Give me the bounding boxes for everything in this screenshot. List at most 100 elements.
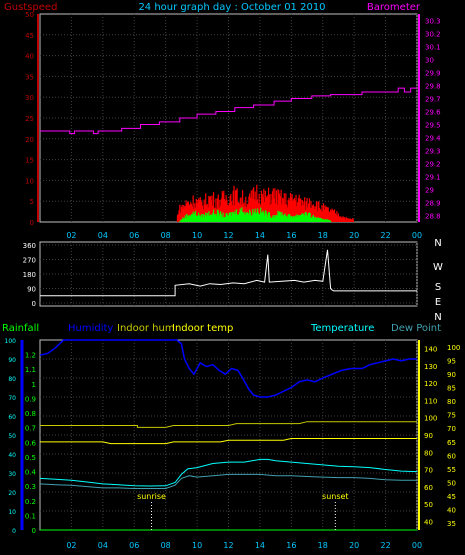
x-tick-label: 00 [412, 231, 422, 240]
series-barometer [40, 87, 417, 135]
indoor-temp-tick-label: 110 [424, 397, 437, 405]
humidity-tick-label: 100 [5, 338, 17, 345]
panel-gust-barometer: Gustspeed 24 hour graph day : October 01… [4, 2, 441, 240]
sun-marker-label: sunset [322, 492, 349, 501]
humidity-tick-label: 30 [8, 471, 16, 478]
plot-area-top [39, 13, 418, 223]
temperature-tick-label: 90 [447, 371, 456, 379]
series-dew-point [39, 473, 417, 489]
indoor-temp-tick-label: 40 [424, 518, 433, 526]
compass-label: N [434, 238, 441, 249]
temperature-tick-label: 55 [447, 466, 456, 474]
barometer-tick-label: 29.7 [425, 96, 441, 104]
barometer-tick-label: 29.5 [425, 122, 441, 130]
barometer-tick-label: 30 [425, 57, 434, 65]
x-tick-label: 16 [286, 231, 296, 240]
gust-tick-label: 10 [25, 177, 34, 185]
x-tick-label: 04 [98, 231, 108, 240]
gust-tick-label: 25 [25, 115, 34, 123]
x-tick-label: 06 [129, 231, 139, 240]
barometer-tick-label: 30.2 [425, 31, 441, 39]
legend-item: Indoor hum [117, 323, 175, 334]
x-tick-label: 20 [349, 231, 359, 240]
compass-label: E [435, 297, 441, 308]
x-tick-label: 22 [380, 231, 390, 240]
temperature-tick-label: 80 [447, 398, 456, 406]
humidity-tick-label: 0 [12, 528, 16, 535]
barometer-tick-label: 29.2 [425, 161, 441, 169]
gust-axis-ticks: 0 5 10 15 20 25 30 35 40 45 50 [25, 11, 34, 227]
legend-item: Dew Point [391, 323, 441, 334]
humidity-tick-label: 80 [8, 376, 16, 383]
indoor-temp-tick-label: 80 [424, 449, 433, 457]
rainfall-tick-label: 0 [32, 527, 36, 535]
x-tick-label: 02 [66, 541, 76, 550]
temperature-tick-label: 95 [447, 357, 456, 365]
gust-tick-label: 0 [30, 219, 34, 227]
compass-label: W [433, 262, 443, 273]
series-wind [40, 249, 417, 297]
wind-tick-label: 360 [23, 242, 36, 250]
rainfall-tick-label: 1 [32, 381, 36, 389]
barometer-axis-ticks: 28.8 28.9 29 29.1 29.2 29.3 29.4 29.5 29.6 29.7 29… [425, 18, 441, 221]
humidity-tick-label: 60 [8, 414, 16, 421]
rainfall-tick-label: 0.5 [25, 454, 36, 462]
legend-barometer: Barometer [367, 2, 421, 13]
x-tick-label: 14 [255, 231, 265, 240]
humidity-tick-label: 50 [8, 433, 16, 440]
wind-tick-label: 0 [32, 300, 36, 308]
chart-title: 24 hour graph day : October 01 2010 [138, 2, 325, 13]
x-tick-label: 08 [161, 231, 171, 240]
gust-tick-label: 20 [25, 136, 34, 144]
x-tick-label: 04 [98, 541, 108, 550]
barometer-tick-label: 30.3 [425, 18, 441, 26]
series-indoor-hum [40, 421, 417, 428]
x-tick-label: 12 [223, 231, 233, 240]
x-tick-label: 02 [66, 231, 76, 240]
barometer-tick-label: 29.3 [425, 148, 441, 156]
temperature-tick-label: 40 [447, 507, 456, 515]
indoor-temp-tick-label: 100 [424, 415, 437, 423]
humidity-tick-label: 40 [8, 452, 16, 459]
gust-tick-label: 35 [25, 73, 34, 81]
series-indoor-temp [40, 438, 417, 445]
temperature-tick-label: 75 [447, 412, 456, 420]
legend-item: Rainfall [2, 323, 39, 334]
temperature-tick-label: 60 [447, 452, 456, 460]
x-axis-ticks-bottom: 02 04 06 08 10 12 14 16 18 20 22 00 [66, 541, 422, 550]
gust-tick-label: 5 [30, 198, 34, 206]
sun-marker-label: sunrise [137, 492, 166, 501]
x-tick-label: 12 [223, 541, 233, 550]
x-axis-ticks-top: 02 04 06 08 10 12 14 16 18 20 22 00 [66, 231, 422, 240]
indoor-temp-tick-label: 120 [424, 380, 437, 388]
barometer-tick-label: 29.8 [425, 83, 441, 91]
sun-annotations: sunrise sunset [137, 492, 349, 530]
barometer-tick-label: 29 [425, 187, 434, 195]
temperature-tick-label: 65 [447, 439, 456, 447]
rainfall-tick-label: 0.3 [25, 483, 36, 491]
gust-tick-label: 15 [25, 157, 34, 165]
gust-tick-label: 50 [25, 11, 34, 19]
x-tick-label: 06 [129, 541, 139, 550]
rainfall-tick-label: 0.8 [25, 410, 36, 418]
humidity-tick-label: 10 [8, 509, 16, 516]
x-tick-label: 20 [349, 541, 359, 550]
barometer-tick-label: 29.6 [425, 109, 441, 117]
gust-tick-label: 40 [25, 53, 34, 61]
wind-axis-ticks: 0 90 180 270 360 [23, 242, 36, 308]
x-tick-label: 16 [286, 541, 296, 550]
series-wind-direction [40, 249, 417, 297]
wind-tick-label: 180 [23, 271, 36, 279]
temperature-tick-label: 50 [447, 480, 456, 488]
x-tick-label: 10 [192, 541, 202, 550]
rainfall-tick-label: 0.4 [25, 469, 37, 477]
barometer-tick-label: 28.8 [425, 213, 441, 221]
series-humidity [39, 339, 417, 398]
x-tick-label: 18 [318, 231, 328, 240]
barometer-tick-label: 29.1 [425, 174, 441, 182]
wind-tick-label: 90 [27, 286, 36, 294]
barometer-tick-label: 29.4 [425, 135, 441, 143]
